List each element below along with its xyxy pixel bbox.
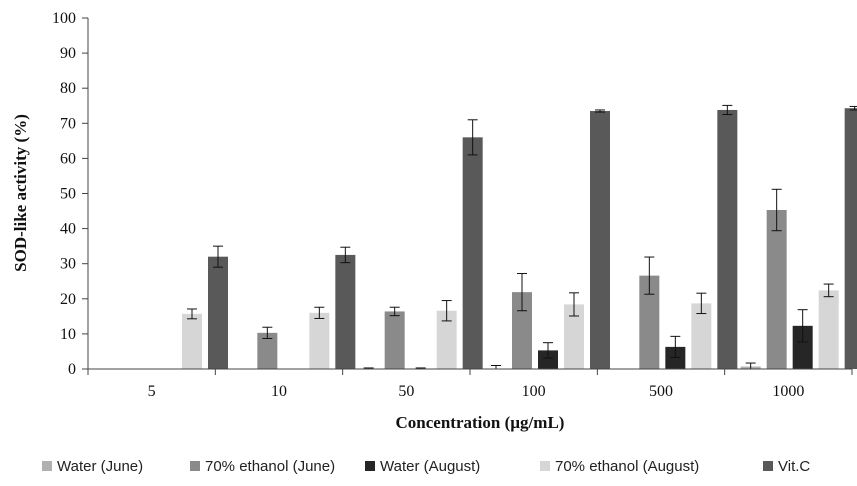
y-tick-label: 20 [60, 291, 76, 308]
bars-layer [182, 108, 857, 369]
y-tick-label: 90 [60, 45, 76, 62]
bar [766, 209, 787, 369]
bar [538, 350, 558, 369]
y-tick-label: 0 [68, 361, 76, 378]
x-tick-label: 500 [649, 383, 673, 400]
error-bar [595, 109, 605, 113]
y-axis-ticks: 0 10 20 30 40 50 60 70 80 90 100 [52, 10, 88, 378]
error-bar [849, 105, 857, 111]
x-axis-ticks: 5 10 50 100 500 1000 [87, 369, 853, 400]
error-bar [670, 335, 681, 358]
error-bar [213, 245, 223, 268]
legend-swatch [763, 461, 773, 471]
error-bar [187, 308, 197, 320]
error-bar [722, 104, 733, 116]
bar [462, 137, 483, 369]
bar [257, 332, 278, 369]
bar [335, 254, 356, 369]
y-tick-label: 70 [60, 115, 76, 132]
bar [639, 275, 660, 369]
error-bar [340, 246, 351, 264]
y-tick-label: 60 [60, 150, 76, 167]
legend-label: Vit.C [778, 458, 810, 475]
error-bar [389, 306, 400, 317]
bar [182, 313, 202, 369]
bar [436, 310, 457, 369]
bar [384, 311, 405, 369]
error-bar [569, 292, 579, 317]
error-bar [314, 306, 325, 319]
error-bar [771, 188, 782, 232]
x-tick-label: 5 [148, 383, 156, 400]
x-tick-label: 50 [398, 383, 414, 400]
y-tick-label: 100 [52, 10, 76, 27]
bar [844, 108, 857, 369]
y-tick-label: 30 [60, 256, 76, 273]
y-tick-label: 10 [60, 326, 76, 343]
legend-swatch [540, 461, 550, 471]
legend-swatch [365, 461, 375, 471]
bar [564, 304, 584, 369]
bar [512, 292, 532, 369]
legend: Water (June) 70% ethanol (June) Water (Aug… [42, 458, 810, 475]
x-tick-label: 100 [522, 383, 546, 400]
bar [691, 303, 712, 369]
error-bar [491, 364, 501, 370]
error-bar [696, 292, 707, 315]
error-bar [543, 342, 553, 359]
legend-label: 70% ethanol (August) [555, 458, 699, 475]
error-bar [441, 300, 452, 322]
legend-swatch [42, 461, 52, 471]
bar [665, 346, 686, 369]
legend-label: 70% ethanol (June) [205, 458, 335, 475]
error-bar [262, 326, 273, 339]
bar [818, 290, 839, 369]
y-tick-label: 40 [60, 221, 76, 238]
y-tick-label: 50 [60, 186, 76, 203]
y-axis-title: SOD-like activity (%) [11, 114, 30, 272]
x-axis-title: Concentration (µg/mL) [396, 413, 565, 432]
error-bar [517, 273, 527, 312]
y-tick-label: 80 [60, 80, 76, 97]
bar [309, 312, 330, 369]
legend-label: Water (June) [57, 458, 143, 475]
legend-label: Water (August) [380, 458, 480, 475]
x-tick-label: 1000 [772, 383, 804, 400]
x-tick-label: 10 [271, 383, 287, 400]
error-bar [644, 256, 655, 295]
bar [717, 109, 738, 369]
error-bar [797, 309, 808, 343]
error-bars-layer [187, 104, 857, 370]
bar [208, 256, 228, 369]
bar [590, 111, 610, 369]
legend-swatch [190, 461, 200, 471]
error-bar [467, 119, 478, 156]
bar [792, 325, 813, 369]
error-bar [823, 283, 834, 298]
